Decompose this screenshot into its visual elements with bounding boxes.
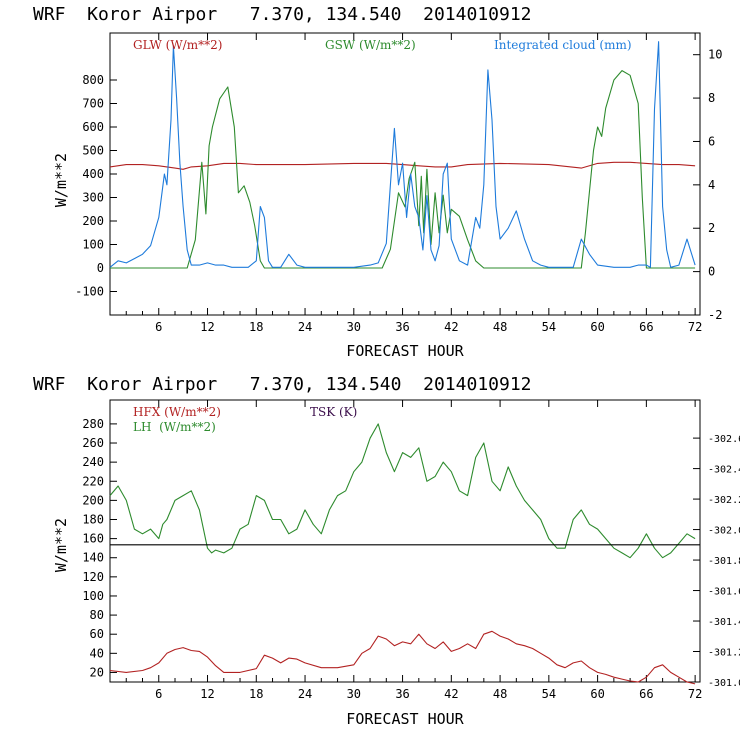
y-tick-label: 180 xyxy=(82,512,104,526)
x-tick-label: 12 xyxy=(200,320,214,334)
panel-2-y-ticks: 20 40 60 80 100 120 140 160 180 200 220 240 260 280 xyxy=(82,417,117,679)
panel-1-legend-glw: GLW (W/m**2) xyxy=(133,38,222,52)
y2-tick-label: 4 xyxy=(708,178,715,192)
panel-2-frame xyxy=(109,399,701,683)
x-tick-label: 6 xyxy=(155,320,162,334)
x-tick-label: 66 xyxy=(639,320,653,334)
y-tick-label: 700 xyxy=(82,97,104,111)
x-tick-label: 18 xyxy=(249,687,263,701)
y-tick-label: 240 xyxy=(82,455,104,469)
y-tick-label: 140 xyxy=(82,551,104,565)
panel-2-x-label: FORECAST HOUR xyxy=(346,710,464,728)
panel-1-title: WRF Koror Airpor 7.370, 134.540 20140109… xyxy=(33,4,532,25)
x-tick-label: 30 xyxy=(347,320,361,334)
panel-2-x-ticks: 6 12 18 24 30 36 42 48 54 60 66 72 xyxy=(125,400,702,701)
x-tick-label: 36 xyxy=(395,320,409,334)
panel-2-y2-ticks: -301.0 -301.2 -301.4 -301.6 -301.8 -302.0 -302… xyxy=(693,434,740,689)
panel-1-frame xyxy=(109,32,701,316)
x-tick-label: 18 xyxy=(249,320,263,334)
panel-1-y-ticks: -100 0 100 200 300 400 500 600 700 800 xyxy=(75,73,117,299)
x-tick-label: 36 xyxy=(395,687,409,701)
panel-1: WRF Koror Airpor 7.370, 134.540 20140109… xyxy=(33,4,722,360)
y-tick-label: 400 xyxy=(82,167,104,181)
y-tick-label: 280 xyxy=(82,417,104,431)
y-tick-label: 260 xyxy=(82,436,104,450)
y-tick-label: 600 xyxy=(82,120,104,134)
y-tick-label: 500 xyxy=(82,144,104,158)
y2-tick-label: -302.2 xyxy=(708,495,740,506)
y2-tick-label: -302.4 xyxy=(708,465,740,476)
y-tick-label: 800 xyxy=(82,73,104,87)
x-tick-label: 72 xyxy=(688,320,702,334)
y-tick-label: 160 xyxy=(82,532,104,546)
panel-2-legend-lh: LH (W/m**2) xyxy=(133,420,216,434)
x-tick-label: 6 xyxy=(155,687,162,701)
y2-tick-label: -301.4 xyxy=(708,617,740,628)
panel-2-legend-hfx: HFX (W/m**2) xyxy=(133,405,221,419)
y-tick-label: 20 xyxy=(90,665,104,679)
y2-tick-label: 6 xyxy=(708,134,715,148)
panel-2: WRF Koror Airpor 7.370, 134.540 20140109… xyxy=(33,374,740,728)
y-tick-label: 80 xyxy=(90,608,104,622)
panel-2-legend-tsk: TSK (K) xyxy=(310,405,357,419)
series-line-3 xyxy=(109,41,696,268)
y2-tick-label: -302.0 xyxy=(708,526,740,537)
x-tick-label: 24 xyxy=(298,687,312,701)
x-tick-label: 30 xyxy=(347,687,361,701)
y2-tick-label: -301.0 xyxy=(708,678,740,689)
panel-1-y2-ticks: -2 0 2 4 6 8 10 xyxy=(693,48,722,322)
y2-tick-label: 8 xyxy=(708,91,715,105)
y2-tick-label: -302.6 xyxy=(708,434,740,445)
y2-tick-label: -301.2 xyxy=(708,648,740,659)
x-tick-label: 12 xyxy=(200,687,214,701)
y-tick-label: -100 xyxy=(75,285,104,299)
y-tick-label: 200 xyxy=(82,493,104,507)
x-tick-label: 72 xyxy=(688,687,702,701)
panel-2-title: WRF Koror Airpor 7.370, 134.540 20140109… xyxy=(33,374,532,395)
series-line-1 xyxy=(109,161,696,170)
y2-tick-label: 10 xyxy=(708,48,722,62)
y-tick-label: 120 xyxy=(82,570,104,584)
x-tick-label: 48 xyxy=(493,687,507,701)
y2-tick-label: -2 xyxy=(708,308,722,322)
y-tick-label: 220 xyxy=(82,474,104,488)
y-tick-label: 60 xyxy=(90,627,104,641)
y2-tick-label: -301.8 xyxy=(708,556,740,567)
panel-1-legend-gsw: GSW (W/m**2) xyxy=(325,38,416,52)
y-tick-label: 40 xyxy=(90,646,104,660)
x-tick-label: 24 xyxy=(298,320,312,334)
x-tick-label: 54 xyxy=(542,687,556,701)
series-line-1 xyxy=(109,630,696,685)
x-tick-label: 60 xyxy=(590,320,604,334)
x-tick-label: 60 xyxy=(590,687,604,701)
y-tick-label: 0 xyxy=(97,261,104,275)
x-tick-label: 48 xyxy=(493,320,507,334)
x-tick-label: 66 xyxy=(639,687,653,701)
panel-1-series xyxy=(109,41,696,269)
y2-tick-label: 2 xyxy=(708,221,715,235)
y-tick-label: 300 xyxy=(82,191,104,205)
panel-1-y-label: W/m**2 xyxy=(52,153,70,207)
panel-1-x-label: FORECAST HOUR xyxy=(346,342,464,360)
panel-2-y-label: W/m**2 xyxy=(52,518,70,572)
x-tick-label: 42 xyxy=(444,687,458,701)
panel-2-series xyxy=(109,423,700,685)
y-tick-label: 200 xyxy=(82,214,104,228)
y2-tick-label: -301.6 xyxy=(708,587,740,598)
y-tick-label: 100 xyxy=(82,238,104,252)
panel-1-legend-cloud: Integrated cloud (mm) xyxy=(494,38,632,52)
x-tick-label: 42 xyxy=(444,320,458,334)
y2-tick-label: 0 xyxy=(708,265,715,279)
x-tick-label: 54 xyxy=(542,320,556,334)
series-line-2 xyxy=(109,423,696,559)
panel-1-x-ticks: 6 12 18 24 30 36 42 48 54 60 66 72 xyxy=(125,33,702,334)
y-tick-label: 100 xyxy=(82,589,104,603)
